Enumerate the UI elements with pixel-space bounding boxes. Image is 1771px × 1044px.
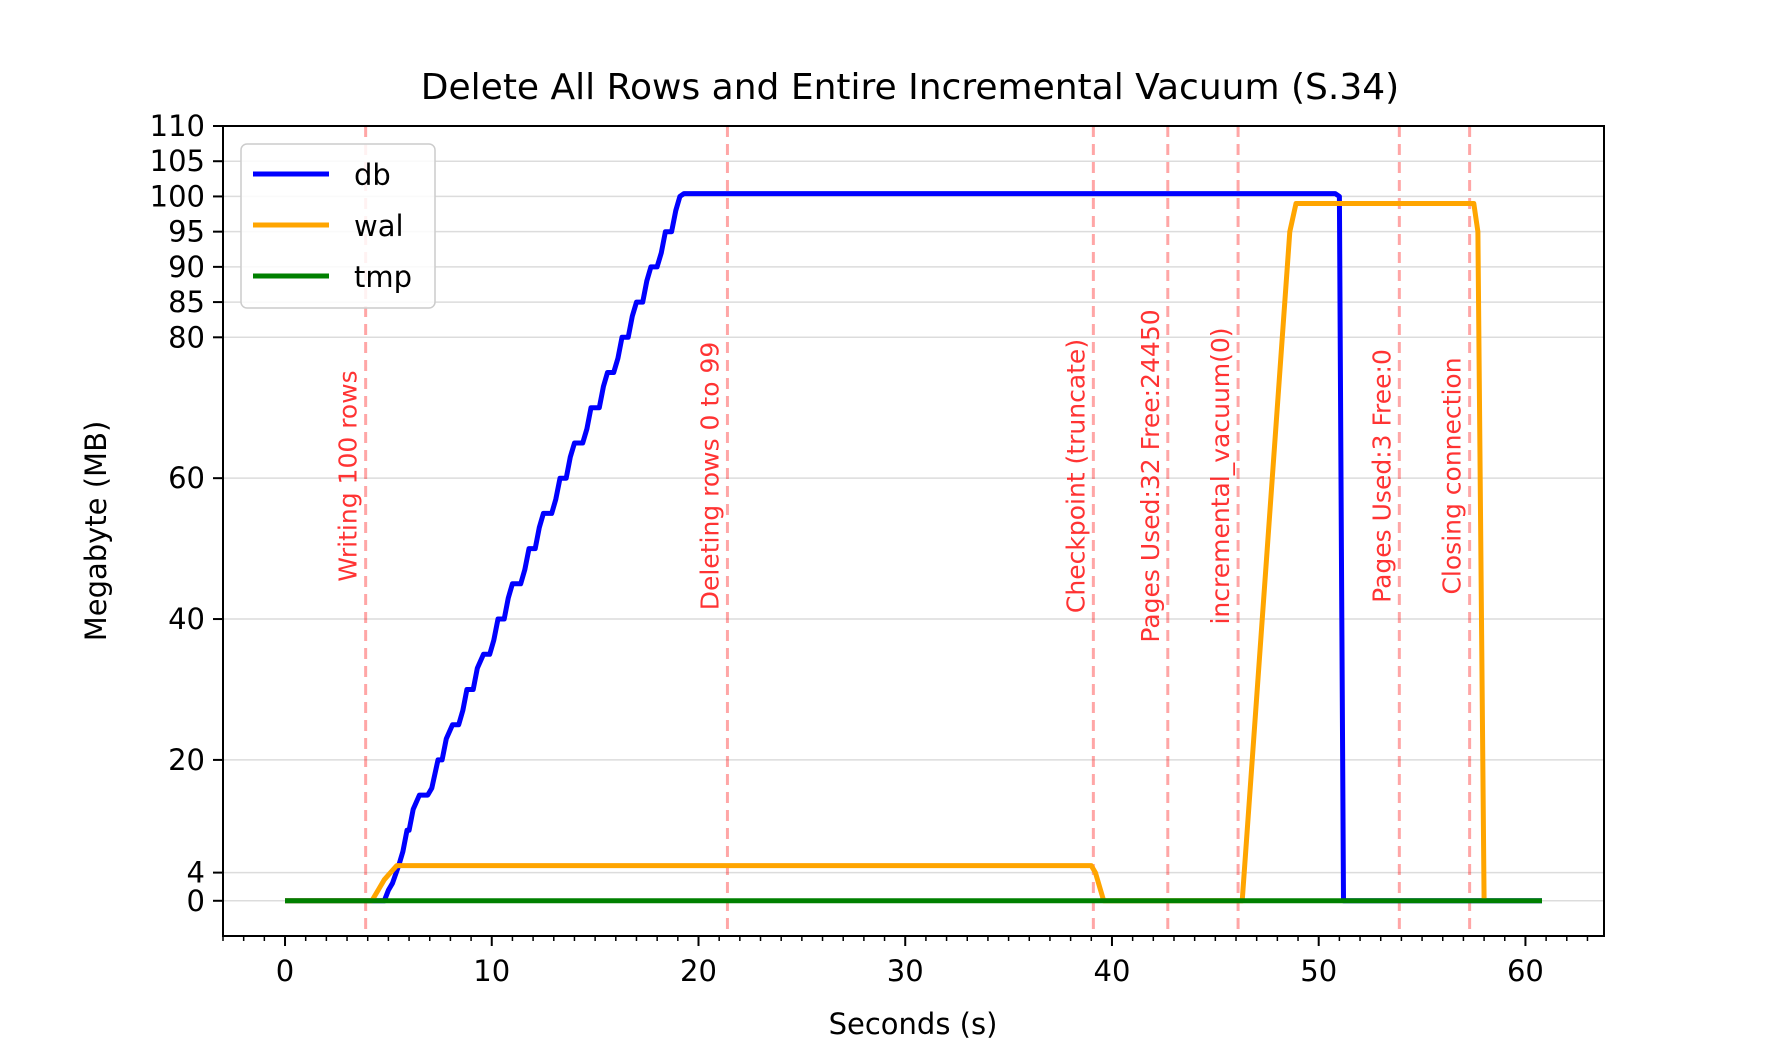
x-axis-label: Seconds (s) [829,1007,998,1041]
grid [223,125,1604,902]
y-tick-label: 4 [187,856,205,890]
x-tick-label: 40 [1094,954,1131,988]
y-tick-label: 110 [150,109,205,143]
y-tick-label: 105 [150,144,205,178]
y-tick-label: 85 [168,285,205,319]
series-line-wal [285,201,1487,904]
legend-label-wal: wal [354,209,404,243]
legend: db wal tmp [240,143,436,309]
x-tick-label: 50 [1300,954,1337,988]
x-tick-label: 0 [276,954,294,988]
annotation-label: Checkpoint (truncate) [1061,339,1090,613]
y-tick-label: 80 [168,320,205,354]
legend-label-db: db [354,158,391,192]
x-tick-label: 10 [473,954,510,988]
annotation-label: incremental_vacuum(0) [1206,327,1235,624]
y-tick-label: 40 [168,602,205,636]
x-tick-label: 20 [680,954,717,988]
x-axis: 0 10 20 30 40 50 60 [222,936,1589,988]
y-tick-label: 0 [187,884,205,918]
series-line-db [285,191,1542,904]
y-tick-label: 90 [168,250,205,284]
legend-label-tmp: tmp [354,260,412,294]
annotation-label: Pages Used:3 Free:0 [1367,349,1396,603]
chart-title: Delete All Rows and Entire Incremental V… [421,67,1399,108]
annotation-label: Pages Used:32 Free:24450 [1136,309,1165,642]
y-tick-label: 100 [150,179,205,213]
y-tick-label: 95 [168,215,205,249]
annotations: Writing 100 rows Deleting rows 0 to 99 Che… [334,126,1472,936]
annotation-label: Writing 100 rows [334,370,363,581]
series-lines [285,191,1542,904]
y-axis-label: Megabyte (MB) [79,421,113,642]
x-tick-label: 60 [1507,954,1544,988]
annotation-label: Deleting rows 0 to 99 [695,342,724,611]
y-tick-label: 60 [168,461,205,495]
y-tick-label: 20 [168,743,205,777]
x-tick-label: 30 [887,954,924,988]
plot-frame [222,125,1605,937]
legend-box [240,143,436,309]
annotation-label: Closing connection [1438,357,1467,594]
